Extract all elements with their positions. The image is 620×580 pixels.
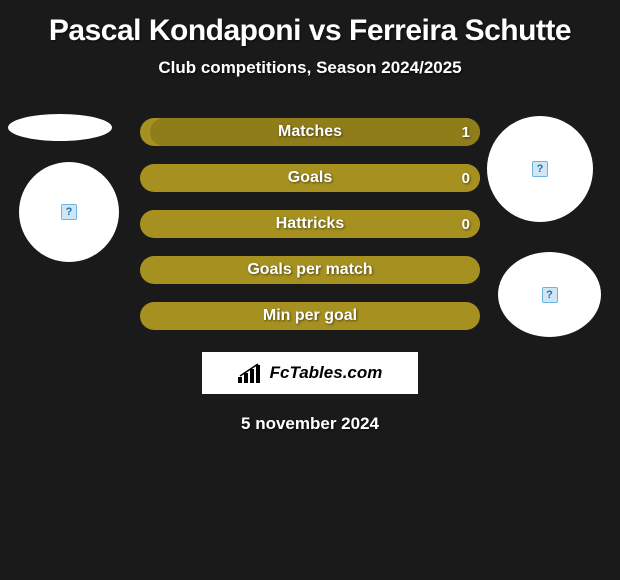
stat-label: Hattricks xyxy=(140,210,480,238)
stat-label: Goals per match xyxy=(140,256,480,284)
container: Pascal Kondaponi vs Ferreira Schutte Clu… xyxy=(0,0,620,434)
stat-row: Min per goal xyxy=(140,302,480,330)
stat-row: Goals per match xyxy=(140,256,480,284)
image-placeholder-icon: ? xyxy=(61,204,77,220)
content: ? ? ? Matches 1 Goals 0 xyxy=(0,118,620,434)
page-title: Pascal Kondaponi vs Ferreira Schutte xyxy=(0,8,620,52)
brand-text: FcTables.com xyxy=(270,363,383,383)
player-avatar-left: ? xyxy=(19,162,119,262)
stat-value: 0 xyxy=(462,164,470,192)
stat-row: Matches 1 xyxy=(140,118,480,146)
brand-box: FcTables.com xyxy=(202,352,418,394)
player-avatar-right-bottom: ? xyxy=(498,252,601,337)
subtitle: Club competitions, Season 2024/2025 xyxy=(0,58,620,78)
stat-value: 1 xyxy=(462,118,470,146)
date-text: 5 november 2024 xyxy=(0,414,620,434)
stat-label: Goals xyxy=(140,164,480,192)
image-placeholder-icon: ? xyxy=(542,287,558,303)
stat-label: Matches xyxy=(140,118,480,146)
image-placeholder-icon: ? xyxy=(532,161,548,177)
decorative-ellipse-left xyxy=(8,114,112,141)
stat-row: Hattricks 0 xyxy=(140,210,480,238)
stat-row: Goals 0 xyxy=(140,164,480,192)
brand-logo-icon xyxy=(238,363,264,383)
player-avatar-right-top: ? xyxy=(487,116,593,222)
stat-label: Min per goal xyxy=(140,302,480,330)
stat-value: 0 xyxy=(462,210,470,238)
stats-bars: Matches 1 Goals 0 Hattricks 0 Goals per … xyxy=(140,118,480,330)
